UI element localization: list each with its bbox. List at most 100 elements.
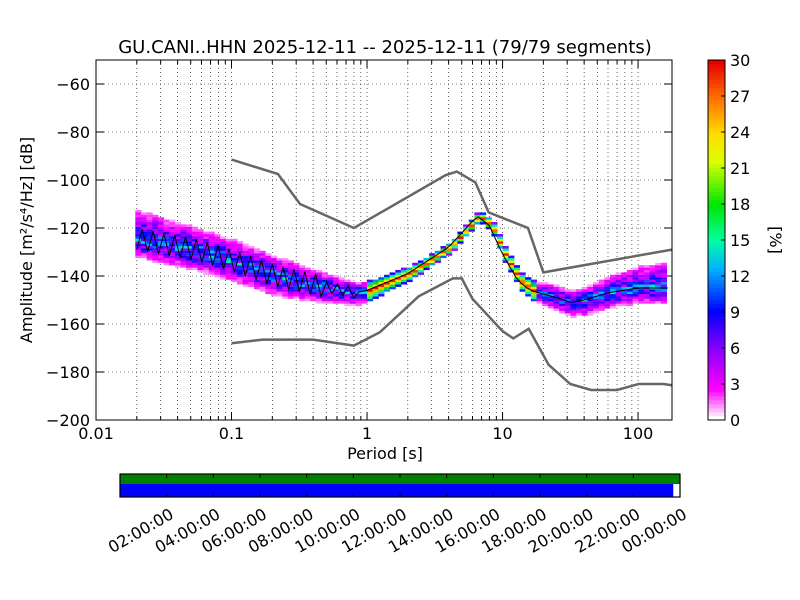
psd-histogram-cell (135, 229, 142, 232)
psd-histogram-cell (598, 289, 605, 292)
psd-histogram-cell (186, 246, 193, 249)
psd-histogram-cell (146, 238, 153, 242)
psd-histogram-cell (395, 272, 402, 275)
psd-histogram-cell (265, 262, 272, 266)
psd-histogram-cell (338, 286, 345, 290)
psd-histogram-cell (316, 282, 323, 285)
psd-histogram-cell (186, 262, 193, 266)
psd-histogram-cell (287, 270, 295, 273)
psd-histogram-cell (655, 296, 662, 299)
x-tick-label: 1 (362, 424, 372, 443)
psd-histogram-cell (344, 298, 351, 302)
colorbar-tick-label: 30 (730, 51, 750, 70)
colorbar-segment (708, 92, 725, 97)
colorbar-tick-label: 21 (730, 159, 750, 178)
psd-histogram-cell (400, 270, 408, 273)
colorbar-tick-label: 15 (730, 231, 750, 250)
psd-histogram-cell (581, 306, 588, 309)
psd-histogram-cell (248, 277, 255, 280)
psd-histogram-cell (225, 243, 232, 247)
psd-histogram-cell (276, 274, 283, 278)
psd-histogram-cell (208, 253, 215, 256)
psd-histogram-cell (293, 272, 300, 275)
psd-histogram-cell (440, 248, 447, 251)
colorbar-segment (708, 276, 725, 281)
psd-histogram-cell (157, 255, 165, 259)
psd-histogram-cell (327, 301, 334, 304)
psd-histogram-cell (615, 301, 622, 304)
psd-histogram-cell (169, 241, 176, 244)
colorbar-segment (708, 364, 725, 369)
psd-histogram-cell (180, 224, 187, 227)
psd-histogram-cell (208, 243, 215, 247)
psd-histogram-cell (197, 236, 204, 239)
psd-histogram-cell (203, 258, 210, 261)
psd-histogram-cell (135, 231, 142, 235)
psd-histogram-cell (310, 274, 317, 278)
psd-histogram-cell (655, 284, 662, 287)
colorbar-segment (708, 336, 725, 341)
psd-histogram-cell (293, 284, 300, 287)
psd-histogram-cell (338, 296, 345, 299)
psd-histogram-cell (304, 294, 311, 297)
psd-histogram-cell (593, 291, 600, 295)
psd-histogram-cell (559, 310, 566, 314)
psd-histogram-cell (152, 250, 159, 254)
psd-histogram-cell (259, 279, 266, 283)
psd-histogram-cell (660, 272, 667, 275)
psd-histogram-cell (327, 286, 334, 290)
colorbar-tick-label: 3 (730, 375, 740, 394)
psd-histogram-cell (632, 272, 639, 275)
psd-histogram-cell (502, 255, 509, 259)
psd-histogram-cell (146, 219, 153, 223)
psd-histogram-cell (169, 236, 176, 239)
psd-histogram-cell (174, 255, 182, 259)
psd-histogram-cell (643, 289, 651, 292)
psd-histogram-cell (220, 238, 227, 242)
psd-histogram-cell (203, 265, 210, 268)
psd-histogram-cell (395, 277, 402, 280)
psd-histogram-cell (400, 267, 408, 271)
psd-histogram-cell (174, 229, 182, 232)
psd-histogram-cell (248, 272, 255, 275)
psd-histogram-cell (632, 270, 639, 273)
psd-histogram-cell (174, 265, 182, 268)
psd-histogram-cell (463, 229, 470, 232)
psd-histogram-cell (643, 274, 651, 278)
psd-histogram-cell (174, 224, 182, 227)
psd-histogram-cell (146, 212, 153, 215)
psd-histogram-cell (157, 236, 165, 239)
psd-histogram-cell (208, 267, 215, 271)
psd-histogram-cell (140, 212, 148, 215)
psd-histogram-cell (457, 241, 464, 244)
psd-histogram-cell (214, 238, 221, 242)
psd-histogram-cell (231, 238, 238, 242)
colorbar-segment (708, 288, 725, 293)
psd-histogram-cell (276, 262, 283, 266)
psd-histogram-cell (259, 272, 266, 275)
psd-histogram-cell (570, 308, 577, 311)
psd-histogram-cell (276, 267, 283, 271)
psd-histogram-cell (638, 277, 645, 280)
psd-histogram-cell (180, 236, 187, 239)
psd-histogram-cell (208, 241, 215, 244)
psd-histogram-cell (310, 296, 317, 299)
psd-histogram-cell (429, 258, 436, 261)
psd-histogram-cell (389, 279, 396, 283)
psd-histogram-cell (333, 291, 340, 295)
psd-histogram-cell (598, 279, 605, 283)
colorbar-label: [%] (766, 226, 785, 254)
psd-histogram-cell (344, 282, 351, 285)
psd-histogram-cell (304, 286, 311, 290)
psd-histogram-cell (502, 250, 509, 254)
psd-histogram-cell (564, 301, 571, 304)
psd-histogram-cell (293, 291, 300, 295)
colorbar-segment (708, 88, 725, 93)
psd-histogram-cell (649, 301, 656, 304)
psd-histogram-cell (231, 255, 238, 259)
psd-histogram-cell (197, 246, 204, 249)
psd-histogram-cell (519, 286, 526, 290)
psd-histogram-cell (208, 270, 215, 273)
psd-histogram-cell (417, 265, 425, 268)
psd-histogram-cell (220, 262, 227, 266)
